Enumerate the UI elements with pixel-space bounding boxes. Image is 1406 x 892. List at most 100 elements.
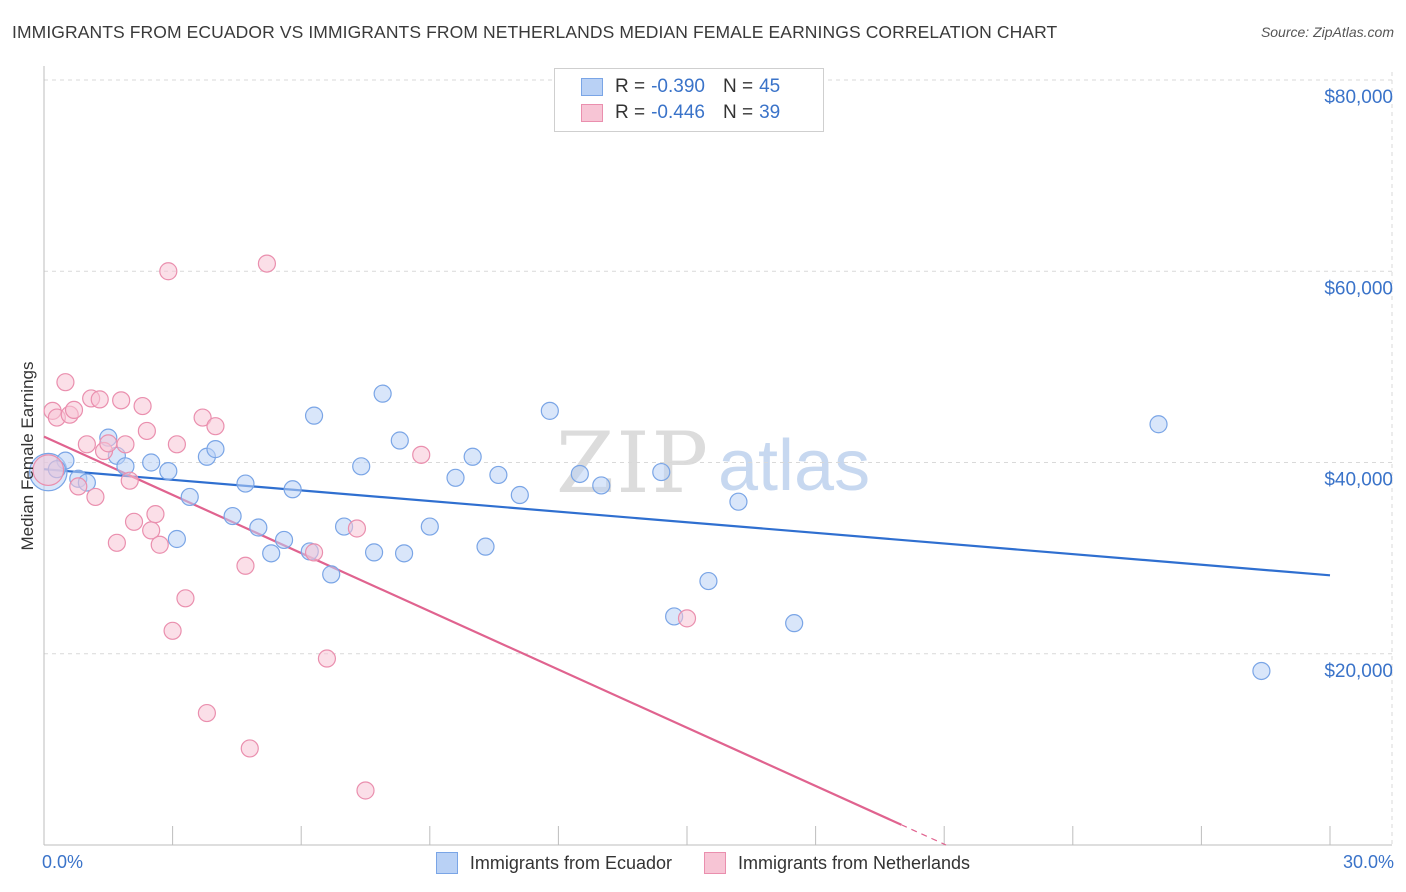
- n-label: N =: [722, 102, 754, 123]
- n-value: 45: [759, 76, 781, 97]
- netherlands-swatch: [703, 852, 726, 874]
- ecuador-point-15: [249, 518, 268, 537]
- netherlands-point-12: [99, 434, 118, 453]
- ecuador-point-29: [446, 468, 465, 487]
- y-tick-label-2: $60,000: [1324, 278, 1393, 299]
- legend-item-ecuador: Immigrants from Ecuador: [435, 852, 672, 874]
- r-label: R =: [615, 76, 646, 97]
- netherlands-point-14: [112, 391, 131, 410]
- ecuador-point-35: [570, 464, 589, 484]
- ecuador-point-42: [1149, 415, 1168, 434]
- y-axis-label: Median Female Earnings: [18, 361, 37, 551]
- ecuador-swatch: [435, 852, 458, 874]
- netherlands-point-27: [193, 408, 212, 427]
- x-axis-min-label: 0.0%: [42, 852, 84, 872]
- ecuador-trend-line: [43, 468, 1331, 577]
- ecuador-point-10: [180, 487, 199, 507]
- ecuador-point-32: [489, 465, 508, 485]
- ecuador-point-8: [159, 462, 178, 481]
- netherlands-point-24: [163, 621, 182, 640]
- netherlands-point-35: [347, 519, 367, 538]
- ecuador-point-21: [322, 565, 341, 584]
- ecuador-point-27: [394, 544, 414, 563]
- netherlands-point-0: [32, 454, 65, 487]
- y-tick-label-1: $40,000: [1324, 470, 1393, 491]
- netherlands-point-3: [56, 373, 75, 392]
- legend-item-netherlands: Immigrants from Netherlands: [703, 852, 971, 874]
- ecuador-point-13: [223, 506, 242, 526]
- legend-row-ecuador: R = -0.390 N = 45: [581, 75, 780, 99]
- netherlands-point-38: [677, 609, 697, 628]
- ecuador-point-36: [592, 476, 611, 495]
- y-tick-label-3: $80,000: [1324, 87, 1393, 108]
- ecuador-point-23: [352, 457, 371, 476]
- x-axis-max-label: 30.0%: [1342, 852, 1394, 872]
- correlation-legend: R = -0.390 N = 45 R = -0.446 N = 39: [554, 68, 824, 132]
- netherlands-point-13: [107, 533, 126, 552]
- r-value: -0.446: [651, 102, 705, 123]
- netherlands-point-23: [159, 262, 178, 281]
- netherlands-point-25: [167, 435, 186, 454]
- netherlands-swatch: [581, 104, 603, 122]
- n-value: 39: [759, 102, 781, 123]
- ecuador-swatch: [581, 78, 603, 96]
- netherlands-point-15: [116, 435, 135, 454]
- ecuador-point-14: [236, 474, 255, 493]
- r-value: -0.390: [651, 76, 705, 97]
- netherlands-point-30: [236, 556, 255, 575]
- ecuador-point-9: [167, 529, 186, 549]
- ecuador-point-17: [274, 530, 294, 550]
- netherlands-point-9: [86, 487, 105, 507]
- netherlands-point-31: [240, 739, 259, 758]
- ecuador-point-20: [304, 406, 324, 425]
- netherlands-point-18: [133, 396, 152, 416]
- ecuador-point-43: [1252, 661, 1271, 681]
- ecuador-point-26: [390, 431, 409, 450]
- legend-row-netherlands: R = -0.446 N = 39: [581, 101, 780, 125]
- ecuador-point-34: [540, 401, 559, 420]
- ecuador-point-33: [510, 485, 529, 505]
- ecuador-point-41: [785, 614, 804, 633]
- ecuador-point-16: [262, 544, 281, 563]
- ecuador-point-7: [142, 453, 161, 472]
- netherlands-point-17: [124, 512, 144, 531]
- netherlands-point-26: [176, 589, 195, 608]
- netherlands-point-36: [356, 781, 375, 800]
- netherlands-point-29: [206, 417, 225, 436]
- netherlands-point-21: [146, 505, 165, 524]
- ecuador-point-39: [699, 571, 718, 591]
- netherlands-point-10: [90, 390, 109, 409]
- netherlands-point-6: [69, 477, 88, 496]
- ecuador-point-12: [206, 440, 225, 459]
- netherlands-trend-extension: [901, 824, 947, 846]
- netherlands-point-33: [304, 543, 324, 562]
- ecuador-point-31: [476, 537, 495, 556]
- ecuador-point-18: [283, 480, 302, 499]
- ecuador-point-40: [729, 492, 748, 511]
- legend-label-ecuador: Immigrants from Ecuador: [469, 852, 672, 873]
- data-points: [28, 254, 1271, 800]
- ecuador-point-37: [652, 462, 671, 482]
- netherlands-point-7: [77, 435, 96, 454]
- netherlands-point-22: [150, 535, 169, 554]
- ecuador-point-28: [420, 517, 439, 536]
- netherlands-point-34: [317, 649, 337, 668]
- netherlands-point-32: [257, 254, 277, 273]
- netherlands-point-37: [412, 445, 431, 464]
- chart-title: IMMIGRANTS FROM ECUADOR VS IMMIGRANTS FR…: [12, 22, 1058, 42]
- series-legend: Immigrants from Ecuador Immigrants from …: [0, 852, 1406, 874]
- ecuador-point-24: [364, 543, 384, 562]
- netherlands-point-5: [64, 400, 84, 420]
- netherlands-point-28: [197, 703, 216, 723]
- y-tick-label-0: $20,000: [1324, 661, 1393, 682]
- y-tick-labels: $20,000 $40,000 $60,000 $80,000: [1324, 87, 1393, 682]
- r-label: R =: [615, 102, 646, 123]
- source-label: Source: ZipAtlas.com: [1260, 24, 1394, 40]
- ecuador-point-30: [463, 447, 482, 466]
- netherlands-point-16: [120, 471, 139, 490]
- ecuador-point-25: [373, 384, 392, 403]
- legend-label-netherlands: Immigrants from Netherlands: [737, 852, 971, 873]
- netherlands-point-19: [137, 421, 156, 441]
- watermark-atlas: atlas: [718, 426, 870, 506]
